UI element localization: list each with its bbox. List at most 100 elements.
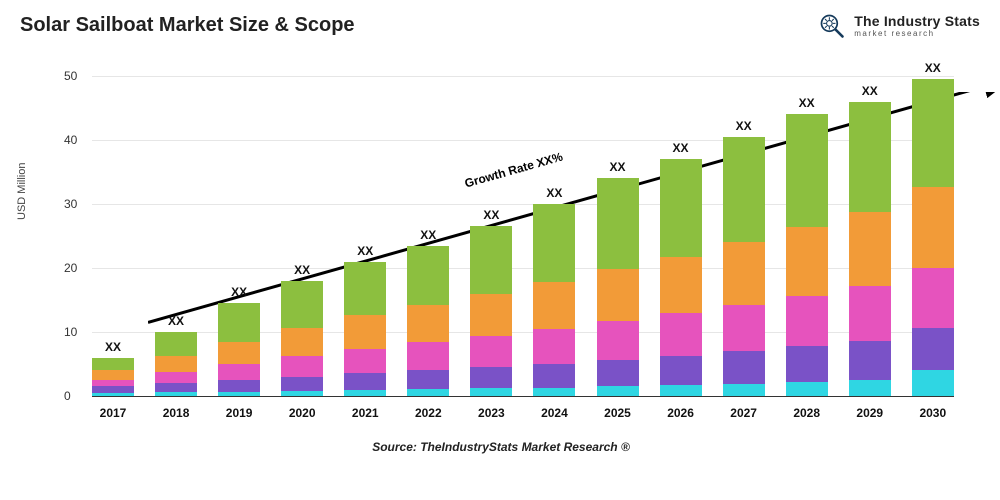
bar-value-label: XX [357, 244, 373, 258]
bar-stack [218, 303, 260, 396]
bar-segment [155, 392, 197, 396]
bar-column: XX [281, 281, 323, 396]
bar-segment [786, 114, 828, 227]
bar-segment [218, 380, 260, 392]
bar-segment [344, 390, 386, 396]
bar-segment [344, 315, 386, 348]
bar-value-label: XX [546, 186, 562, 200]
bar-stack [660, 159, 702, 396]
bar-column: XX [849, 102, 891, 396]
bar-column: XX [786, 114, 828, 396]
bar-segment [533, 364, 575, 388]
bar-segment [912, 268, 954, 328]
bar-segment [407, 342, 449, 370]
y-tick-label: 40 [64, 133, 77, 147]
x-tick-label: 2027 [723, 406, 765, 420]
bar-stack [849, 102, 891, 396]
bar-segment [849, 212, 891, 286]
bar-segment [281, 356, 323, 376]
brand-logo-main: The Industry Stats [854, 14, 980, 28]
bar-segment [407, 389, 449, 396]
bar-segment [344, 349, 386, 373]
x-tick-label: 2023 [470, 406, 512, 420]
bar-segment [407, 370, 449, 389]
bar-column: XX [533, 204, 575, 396]
x-axis-ticks: 2017 2018 2019 2020 2021 2022 2023 2024 2025 2026… [92, 406, 954, 420]
bar-segment [281, 377, 323, 391]
x-tick-label: 2026 [660, 406, 702, 420]
chart-frame: Solar Sailboat Market Size & Scope The I… [0, 0, 1000, 500]
bar-segment [155, 383, 197, 392]
bar-segment [723, 305, 765, 351]
bar-segment [597, 360, 639, 387]
bar-column: XX [470, 226, 512, 396]
bar-segment [470, 367, 512, 388]
bar-stack [786, 114, 828, 396]
bar-value-label: XX [736, 119, 752, 133]
x-tick-label: 2030 [912, 406, 954, 420]
y-tick-label: 50 [64, 69, 77, 83]
bar-column: XX [660, 159, 702, 396]
bar-segment [597, 178, 639, 269]
bar-segment [218, 364, 260, 380]
brand-logo-text: The Industry Stats market research [854, 14, 980, 38]
bar-segment [597, 321, 639, 359]
bar-segment [912, 187, 954, 268]
bar-segment [660, 385, 702, 396]
bar-segment [155, 356, 197, 371]
bar-stack [597, 178, 639, 396]
bar-segment [470, 388, 512, 396]
bar-segment [470, 294, 512, 336]
bar-segment [723, 242, 765, 305]
bar-segment [533, 282, 575, 329]
y-axis-label: USD Million [16, 163, 28, 220]
brand-logo: The Industry Stats market research [818, 12, 980, 40]
x-tick-label: 2018 [155, 406, 197, 420]
x-tick-label: 2024 [533, 406, 575, 420]
bar-value-label: XX [231, 285, 247, 299]
bar-segment [92, 393, 134, 396]
brand-logo-sub: market research [854, 30, 980, 38]
bar-segment [533, 204, 575, 282]
y-tick-label: 10 [64, 325, 77, 339]
bar-stack [470, 226, 512, 396]
bar-stack [912, 79, 954, 396]
bar-segment [281, 391, 323, 396]
bar-segment [281, 328, 323, 356]
x-tick-label: 2017 [92, 406, 134, 420]
bar-segment [533, 329, 575, 364]
bar-segment [912, 370, 954, 396]
x-tick-label: 2022 [407, 406, 449, 420]
bar-segment [660, 159, 702, 256]
bar-segment [660, 313, 702, 355]
bar-column: XX [597, 178, 639, 396]
bar-segment [849, 102, 891, 212]
bar-column: XX [155, 332, 197, 396]
bar-segment [786, 382, 828, 396]
bar-stack [533, 204, 575, 396]
x-tick-label: 2025 [597, 406, 639, 420]
bar-column: XX [912, 79, 954, 396]
bar-value-label: XX [105, 340, 121, 354]
bar-stack [344, 262, 386, 396]
chart-title: Solar Sailboat Market Size & Scope [20, 14, 355, 37]
bar-value-label: XX [483, 208, 499, 222]
bar-segment [912, 79, 954, 187]
bar-column: XX [407, 246, 449, 396]
y-tick-label: 30 [64, 197, 77, 211]
bar-value-label: XX [799, 96, 815, 110]
bar-segment [723, 137, 765, 243]
bar-segment [344, 262, 386, 316]
bar-segment [218, 303, 260, 342]
bar-stack [407, 246, 449, 396]
bar-segment [92, 370, 134, 380]
bar-segment [470, 226, 512, 293]
bar-value-label: XX [925, 61, 941, 75]
bar-segment [470, 336, 512, 367]
bar-segment [786, 227, 828, 295]
bar-segment [597, 269, 639, 321]
bar-value-label: XX [294, 263, 310, 277]
x-tick-label: 2020 [281, 406, 323, 420]
x-tick-label: 2021 [344, 406, 386, 420]
x-tick-label: 2019 [218, 406, 260, 420]
